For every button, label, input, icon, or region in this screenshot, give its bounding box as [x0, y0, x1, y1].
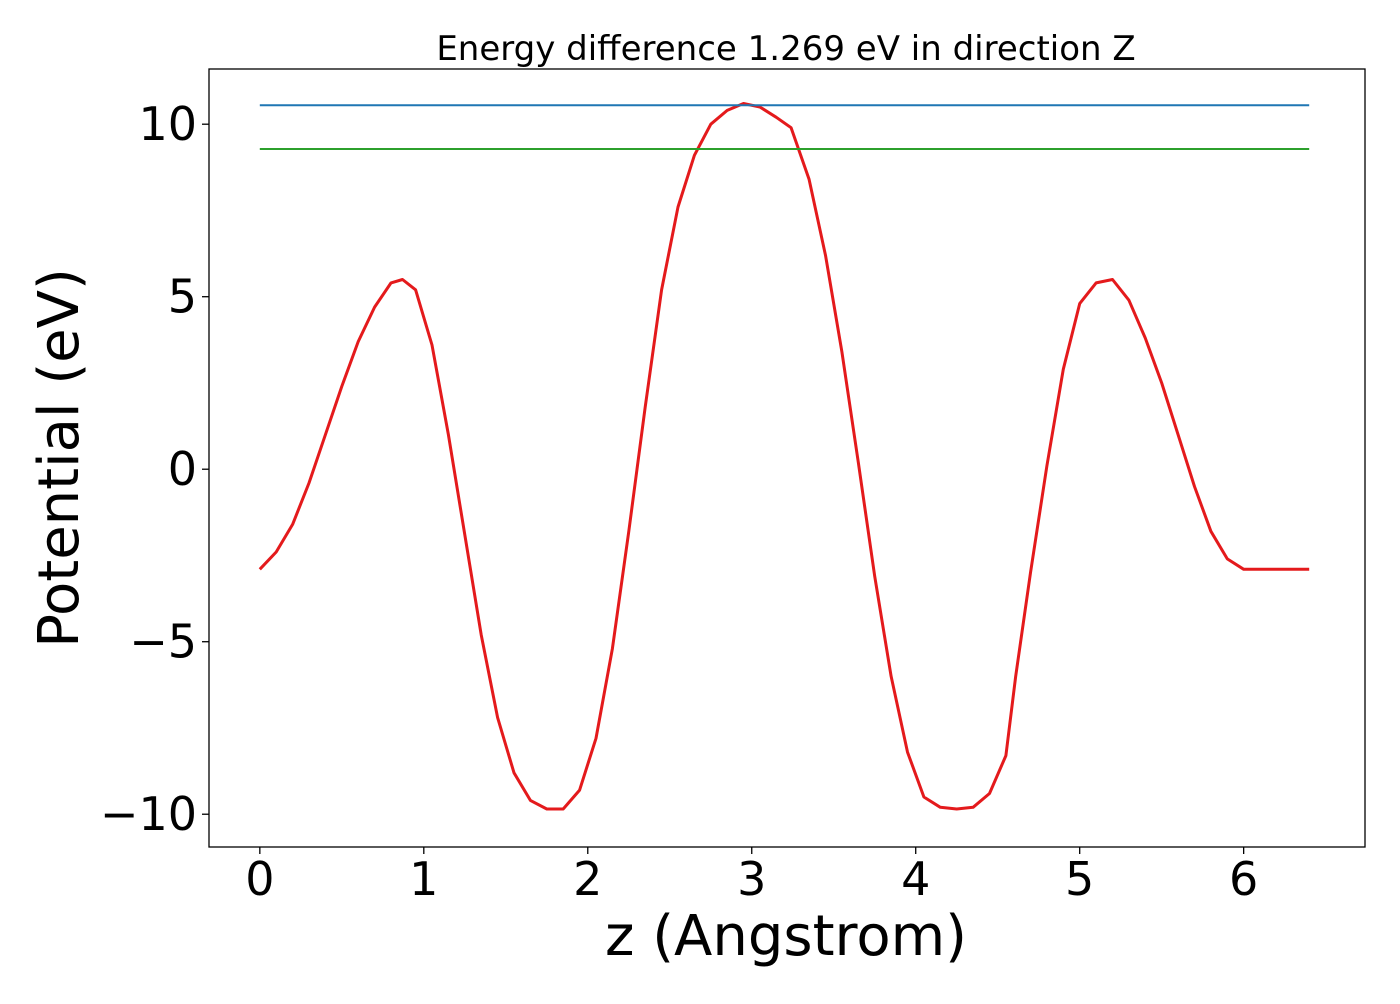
chart-title: Energy difference 1.269 eV in direction … [436, 29, 1135, 69]
plot-marks [258, 102, 1310, 811]
x-tick-label: 1 [409, 852, 438, 906]
x-tick-label: 5 [1065, 852, 1094, 906]
y-tick-label: −10 [100, 787, 197, 841]
y-axis: −10 −5 0 5 10 [100, 97, 209, 841]
x-axis-label: z (Angstrom) [605, 904, 967, 969]
x-tick-label: 0 [245, 852, 274, 906]
x-tick-label: 3 [737, 852, 766, 906]
y-tick-label: −5 [129, 615, 197, 669]
x-tick-label: 2 [573, 852, 602, 906]
series-line-potential [258, 102, 1310, 811]
y-tick-label: 5 [168, 270, 197, 324]
x-tick-label: 4 [901, 852, 930, 906]
x-tick-label: 6 [1229, 852, 1258, 906]
y-axis-label: Potential (eV) [27, 268, 92, 648]
y-tick-label: 0 [168, 442, 197, 496]
y-tick-label: 10 [138, 97, 197, 151]
plot-frame [208, 68, 1366, 848]
x-axis: 0 1 2 3 4 5 6 [245, 847, 1258, 906]
